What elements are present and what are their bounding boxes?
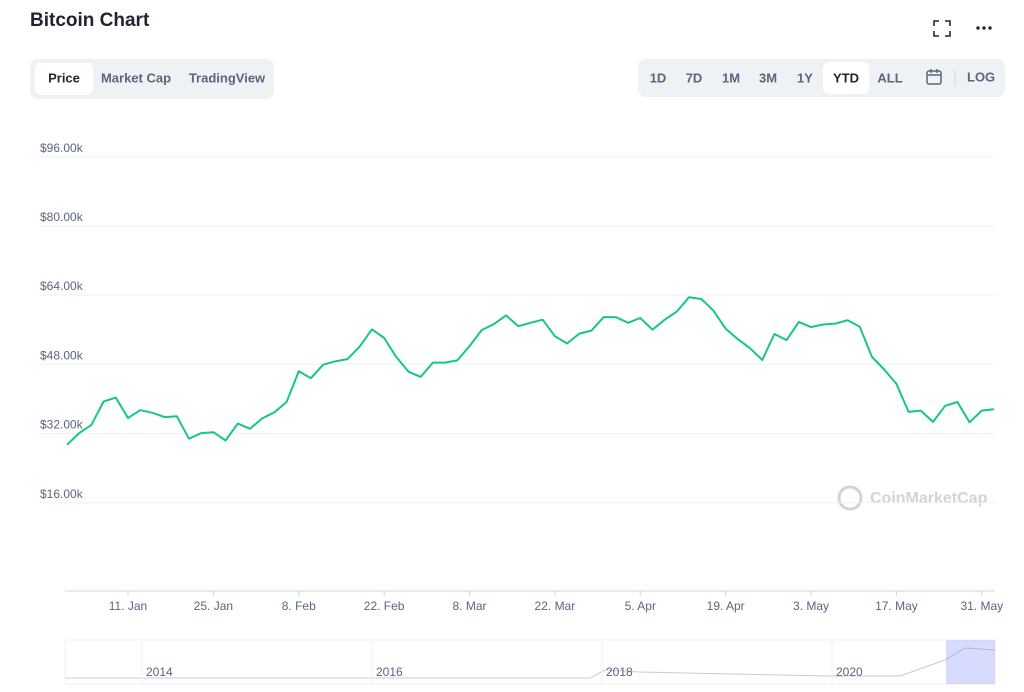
range-button[interactable]: 1D [650,70,667,85]
range-button[interactable]: YTD [833,70,859,85]
tab[interactable]: Price [48,70,80,85]
range-active [823,62,869,94]
navigator-label: 2018 [606,665,633,679]
calendar-icon[interactable] [926,69,942,85]
x-tick-label: 3. May [793,599,829,613]
y-tick-label: $16.00k [40,487,84,501]
y-tick-label: $96.00k [40,141,84,155]
x-tick-label: 11. Jan [109,599,147,613]
navigator-label: 2020 [836,665,863,679]
x-tick-label: 5. Apr [625,599,656,613]
range-button[interactable]: ALL [877,70,902,85]
navigator-selection[interactable] [946,640,995,684]
more-icon[interactable] [976,26,992,30]
fullscreen-icon[interactable] [933,20,951,37]
y-tick-label: $80.00k [40,210,84,224]
x-tick-label: 19. Apr [707,599,745,613]
watermark: CoinMarketCap [870,490,988,507]
tab-active [35,63,93,95]
x-tick-label: 8. Feb [282,599,316,613]
tab[interactable]: Market Cap [101,70,171,85]
navigator [64,639,996,685]
range-button[interactable]: 1M [722,70,740,85]
x-tick-label: 25. Jan [194,599,233,613]
navigator-line [65,647,996,679]
x-tick-label: 17. May [875,599,918,613]
x-tick-label: 22. Feb [364,599,405,613]
y-tick-label: $64.00k [40,279,84,293]
tab[interactable]: TradingView [189,70,266,85]
x-tick-label: 8. Mar [453,599,487,613]
range-group [638,59,1005,97]
price-line [66,296,995,446]
y-tick-label: $48.00k [40,348,84,362]
range-button[interactable]: 1Y [797,70,813,85]
navigator-label: 2014 [146,665,173,679]
watermark-logo [837,485,863,511]
chart-title: Bitcoin Chart [30,10,150,31]
log-button[interactable]: LOG [967,69,995,84]
navigator-label: 2016 [376,665,403,679]
x-tick-label: 31. May [960,599,1003,613]
range-button[interactable]: 7D [686,70,703,85]
x-tick-label: 22. Mar [535,599,576,613]
y-tick-label: $32.00k [40,418,84,432]
range-button[interactable]: 3M [759,70,777,85]
